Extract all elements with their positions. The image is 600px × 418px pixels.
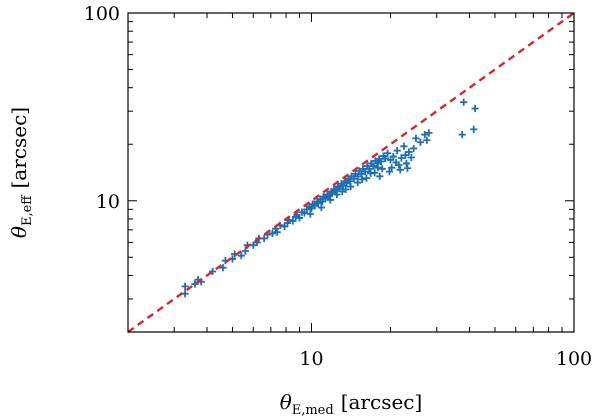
- y-axis-symbol: θ: [7, 226, 31, 238]
- data-point: [354, 172, 362, 180]
- data-point: [333, 190, 341, 199]
- data-point: [400, 142, 408, 150]
- data-point: [407, 153, 415, 162]
- data-point: [354, 178, 362, 187]
- data-point: [295, 214, 304, 222]
- data-point: [342, 185, 350, 193]
- x-tick-label: 100: [556, 348, 592, 370]
- data-point: [347, 182, 355, 191]
- y-tick-label: 10: [96, 191, 120, 213]
- data-points: [181, 98, 479, 298]
- data-point: [306, 210, 314, 218]
- data-point: [365, 165, 373, 173]
- axis-ticks: [128, 13, 574, 332]
- y-axis-subscript: E,eff: [20, 194, 35, 226]
- data-point: [208, 267, 217, 276]
- data-point: [416, 138, 425, 146]
- data-point: [300, 209, 309, 217]
- data-point: [376, 172, 384, 180]
- data-point: [395, 161, 403, 169]
- data-point: [374, 164, 382, 172]
- x-axis-subscript: E,med: [292, 403, 334, 418]
- data-point: [389, 152, 397, 161]
- y-axis-unit: [arcsec]: [7, 107, 31, 189]
- data-point: [402, 159, 411, 168]
- data-point: [393, 146, 401, 155]
- data-point: [421, 131, 429, 139]
- data-point: [268, 229, 277, 238]
- data-point: [403, 164, 412, 172]
- data-point: [191, 280, 199, 288]
- data-point: [369, 162, 377, 170]
- data-point: [397, 154, 405, 162]
- data-point: [273, 228, 281, 236]
- data-point: [367, 169, 375, 177]
- x-axis-label: θE,med [arcsec]: [280, 390, 423, 418]
- data-point: [332, 187, 340, 195]
- data-point: [385, 167, 393, 176]
- data-point: [401, 151, 410, 159]
- data-point: [384, 149, 392, 157]
- data-point: [181, 282, 189, 290]
- data-point: [388, 164, 396, 172]
- data-point: [260, 234, 268, 243]
- y-axis-label: θE,eff [arcsec]: [7, 107, 35, 238]
- data-point: [423, 136, 431, 144]
- data-point: [241, 247, 249, 255]
- x-tick-label: 10: [299, 348, 323, 370]
- data-point: [328, 189, 336, 197]
- data-point: [471, 104, 479, 113]
- y-tick-label: 100: [84, 3, 120, 25]
- data-point: [460, 98, 468, 106]
- data-point: [350, 175, 358, 183]
- data-point: [470, 125, 478, 133]
- data-point: [410, 144, 418, 153]
- data-point: [358, 175, 366, 183]
- data-point: [378, 165, 386, 173]
- data-point: [425, 129, 433, 137]
- data-point: [377, 157, 385, 166]
- data-point: [458, 131, 466, 139]
- data-point: [317, 203, 325, 212]
- data-point: [237, 252, 245, 260]
- data-point: [362, 174, 371, 182]
- identity-reference-line: [127, 12, 575, 333]
- data-point: [361, 167, 369, 176]
- x-axis-unit: [arcsec]: [341, 390, 423, 414]
- data-point: [289, 217, 297, 225]
- data-point: [381, 154, 389, 163]
- plot-frame: [127, 12, 575, 333]
- data-point: [314, 199, 322, 207]
- data-point: [326, 196, 334, 204]
- data-point: [396, 166, 404, 174]
- data-point: [321, 194, 330, 202]
- x-axis-symbol: θ: [280, 390, 292, 414]
- data-point: [412, 134, 420, 142]
- data-point: [219, 264, 227, 272]
